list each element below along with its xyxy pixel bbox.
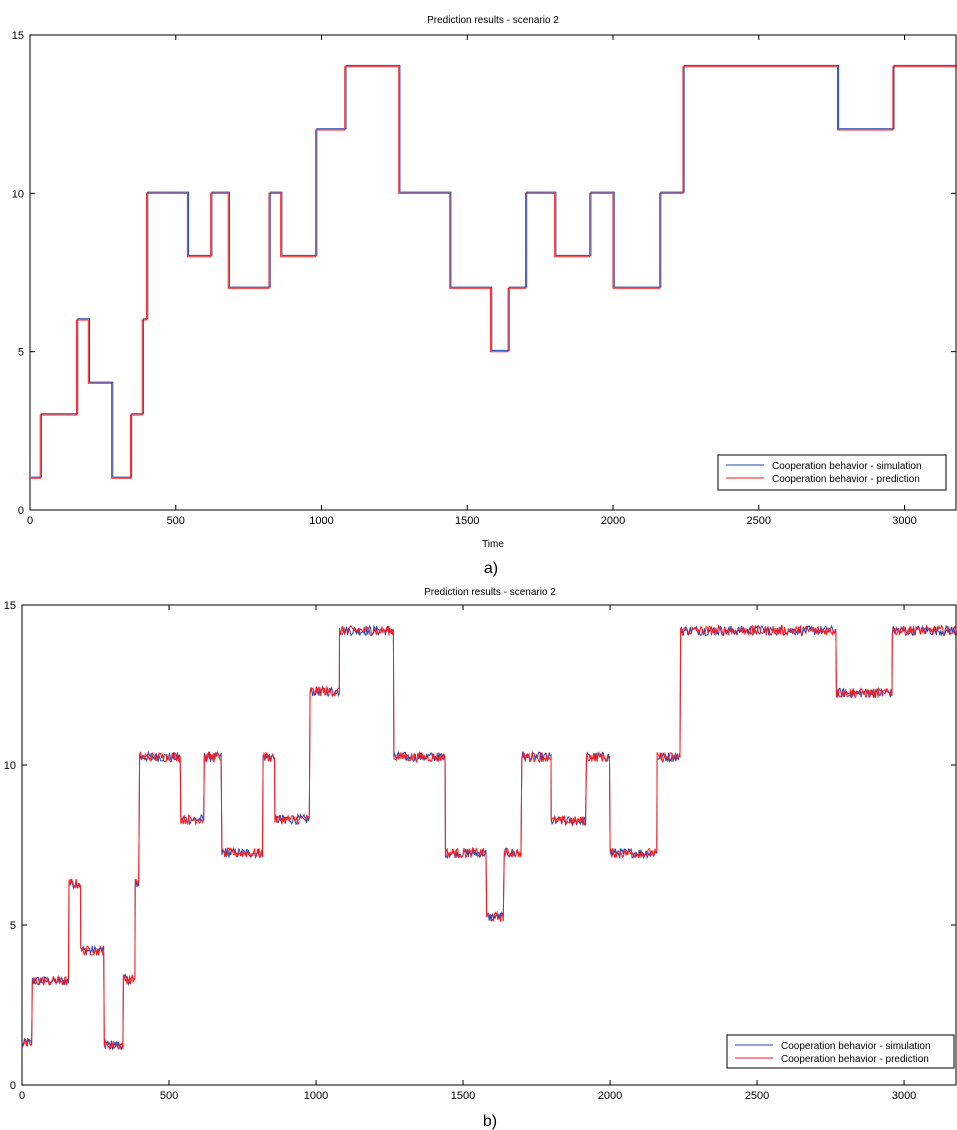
chart-b-title: Prediction results - scenario 2	[424, 587, 556, 598]
chart-a: Prediction results - scenario 2 0 500 1000…	[12, 15, 957, 550]
chart-a-series-simulation-line	[31, 64, 957, 478]
chart-a-x-label: Time	[482, 539, 504, 550]
chart-b-legend-label-prediction: Cooperation behavior - prediction	[781, 1054, 929, 1065]
chart-a-x-tick-label: 0	[27, 515, 33, 527]
chart-a-legend-label-prediction: Cooperation behavior - prediction	[772, 474, 920, 485]
chart-b-y-tick-label: 0	[10, 1080, 16, 1092]
chart-b-series-prediction-line	[21, 624, 957, 1050]
chart-b-x-tick-label: 500	[160, 1090, 178, 1102]
chart-b: Prediction results - scenario 2 0 500 1000…	[4, 587, 957, 1102]
chart-b-x-tick-label: 1000	[304, 1090, 328, 1102]
chart-b-legend-label-simulation: Cooperation behavior - simulation	[781, 1041, 931, 1052]
chart-a-legend: Cooperation behavior - simulation Coopera…	[717, 454, 947, 491]
chart-b-series-simulation-line	[21, 624, 957, 1051]
chart-a-title: Prediction results - scenario 2	[427, 15, 559, 26]
chart-b-x-tick-label: 3000	[892, 1090, 916, 1102]
chart-a-y-tick-label: 15	[12, 30, 24, 42]
chart-b-y-tick-label: 10	[4, 760, 16, 772]
chart-a-y-tick-label: 10	[12, 188, 24, 200]
chart-a-legend-box	[717, 454, 947, 491]
chart-b-x-tick-label: 2500	[745, 1090, 769, 1102]
chart-a-x-tick-label: 2000	[601, 515, 625, 527]
chart-b-x-tick-label: 1500	[451, 1090, 475, 1102]
chart-b-legend: Cooperation behavior - simulation Coopera…	[726, 1034, 955, 1069]
chart-a-x-tick-label: 3000	[892, 515, 916, 527]
chart-a-x-tick-label: 1500	[455, 515, 479, 527]
chart-a-axes-frame	[29, 34, 957, 511]
caption-a: a)	[484, 560, 498, 577]
chart-a-plot-area: 0 500 1000 1500 2000 2500 3000 0 5 10 15	[12, 30, 957, 527]
chart-a-x-tick-label: 2500	[747, 515, 771, 527]
chart-b-axes-frame	[21, 604, 957, 1086]
chart-b-plot-area: 0 500 1000 1500 2000 2500 3000 0 5 10 15	[4, 600, 957, 1102]
chart-a-x-tick-label: 1000	[309, 515, 333, 527]
chart-a-y-tick-label: 5	[18, 347, 24, 359]
chart-b-y-tick-label: 15	[4, 600, 16, 612]
chart-a-legend-label-simulation: Cooperation behavior - simulation	[772, 461, 922, 472]
chart-b-legend-box	[726, 1034, 955, 1069]
chart-b-y-tick-label: 5	[10, 920, 16, 932]
chart-b-x-tick-label: 0	[19, 1090, 25, 1102]
chart-b-x-tick-label: 2000	[598, 1090, 622, 1102]
caption-b: b)	[483, 1113, 497, 1130]
chart-a-x-tick-label: 500	[167, 515, 185, 527]
chart-a-y-tick-label: 0	[18, 505, 24, 517]
chart-a-series-prediction-line	[30, 66, 957, 479]
